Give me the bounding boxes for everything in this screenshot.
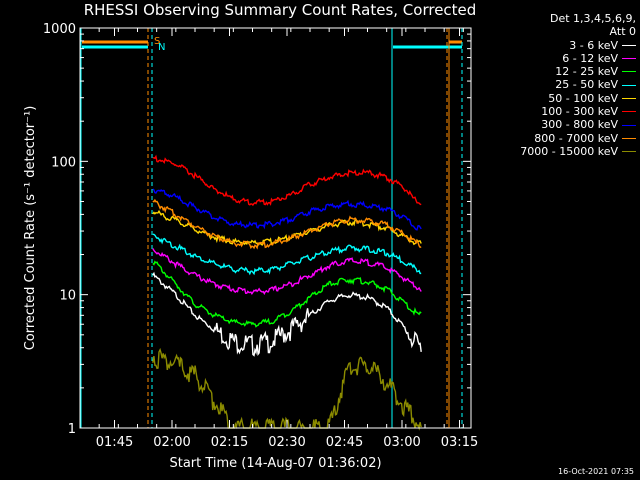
legend-swatch	[622, 151, 636, 153]
legend-swatch	[622, 137, 636, 139]
series-line-1	[152, 248, 422, 296]
legend-item: 100 - 300 keV	[480, 105, 636, 118]
series-line-8	[152, 347, 422, 431]
legend-item-label: 300 - 800 keV	[541, 118, 618, 132]
legend-item-label: 50 - 100 keV	[548, 91, 618, 105]
legend-item-label: 3 - 6 keV	[569, 38, 618, 52]
series-line-0	[152, 271, 422, 357]
plot-frame	[79, 27, 472, 429]
series-line-7	[152, 198, 422, 250]
legend-item: 25 - 50 keV	[480, 78, 636, 91]
legend-swatch	[622, 71, 636, 73]
x-tick-label: 02:45	[326, 435, 363, 450]
series-line-2	[152, 260, 422, 328]
legend-item: 300 - 800 keV	[480, 118, 636, 131]
series-lines	[152, 154, 422, 431]
legend-swatch	[622, 84, 636, 86]
legend-item-label: 800 - 7000 keV	[534, 131, 618, 145]
legend-item: 12 - 25 keV	[480, 65, 636, 78]
legend-swatch	[622, 111, 636, 113]
legend-item: 7000 - 15000 keV	[480, 145, 636, 158]
legend-item: 3 - 6 keV	[480, 39, 636, 52]
series-line-5	[152, 154, 422, 207]
legend-header-line2: Att 0	[609, 25, 636, 39]
legend-item-label: 12 - 25 keV	[555, 65, 618, 79]
flag-label-n: N	[158, 42, 165, 53]
generated-timestamp: 16-Oct-2021 07:35	[558, 467, 634, 476]
legend-swatch	[622, 44, 636, 46]
legend-swatch	[622, 124, 636, 126]
x-tick-label: 03:00	[383, 435, 420, 450]
series-line-3	[152, 233, 422, 276]
series-line-4	[152, 209, 422, 247]
x-axis-label: Start Time (14-Aug-07 01:36:02)	[169, 456, 381, 471]
y-tick-label: 10	[59, 289, 76, 304]
series-line-6	[152, 188, 422, 231]
legend-item-label: 7000 - 15000 keV	[520, 144, 618, 158]
legend-swatch	[622, 58, 636, 60]
axes: 1 10 100 1000 01:45 02:00 02:15 02:30 02:45 03:00…	[23, 22, 478, 471]
legend-item: 6 - 12 keV	[480, 52, 636, 65]
y-tick-label: 1	[68, 422, 76, 437]
flag-label-s: S	[154, 36, 160, 47]
x-tick-label: 02:30	[268, 435, 305, 450]
y-axis-label: Corrected Count Rate (s⁻¹ detector⁻¹)	[23, 106, 38, 351]
x-tick-label: 02:00	[153, 435, 190, 450]
legend-swatch	[622, 97, 636, 99]
chart-title: RHESSI Observing Summary Count Rates, Co…	[83, 1, 477, 19]
legend-item-label: 100 - 300 keV	[541, 105, 618, 119]
legend: Det 1,3,4,5,6,9, Att 0 3 - 6 keV 6 - 12 k…	[480, 12, 636, 158]
legend-item-label: 25 - 50 keV	[555, 78, 618, 92]
x-tick-label: 02:15	[211, 435, 248, 450]
legend-item-label: 6 - 12 keV	[562, 51, 618, 65]
legend-header-line1: Det 1,3,4,5,6,9,	[549, 12, 636, 25]
flag-bars: SN	[80, 28, 463, 428]
legend-item: 50 - 100 keV	[480, 92, 636, 105]
y-tick-label: 100	[51, 155, 76, 170]
legend-item: 800 - 7000 keV	[480, 132, 636, 145]
legend-rows: 3 - 6 keV 6 - 12 keV 12 - 25 keV 25 - 50 ke…	[480, 39, 636, 159]
x-tick-label: 03:15	[441, 435, 478, 450]
x-tick-label: 01:45	[96, 435, 133, 450]
y-tick-label: 1000	[43, 22, 76, 37]
